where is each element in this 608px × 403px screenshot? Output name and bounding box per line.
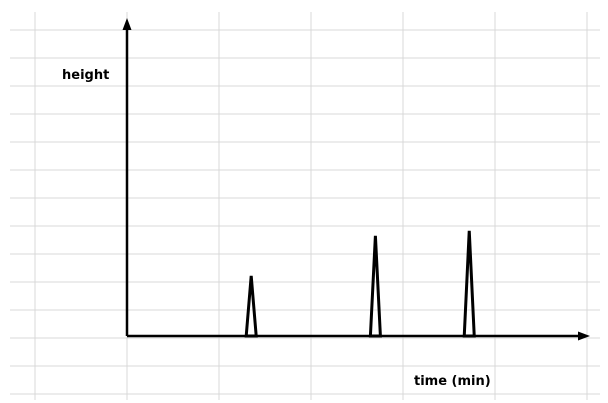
x-axis-label: time (min) bbox=[414, 374, 491, 389]
axes bbox=[122, 18, 590, 341]
y-axis-arrow bbox=[122, 18, 132, 30]
x-axis-arrow bbox=[578, 331, 590, 341]
y-axis-label: height bbox=[62, 68, 109, 83]
grid bbox=[10, 12, 600, 400]
